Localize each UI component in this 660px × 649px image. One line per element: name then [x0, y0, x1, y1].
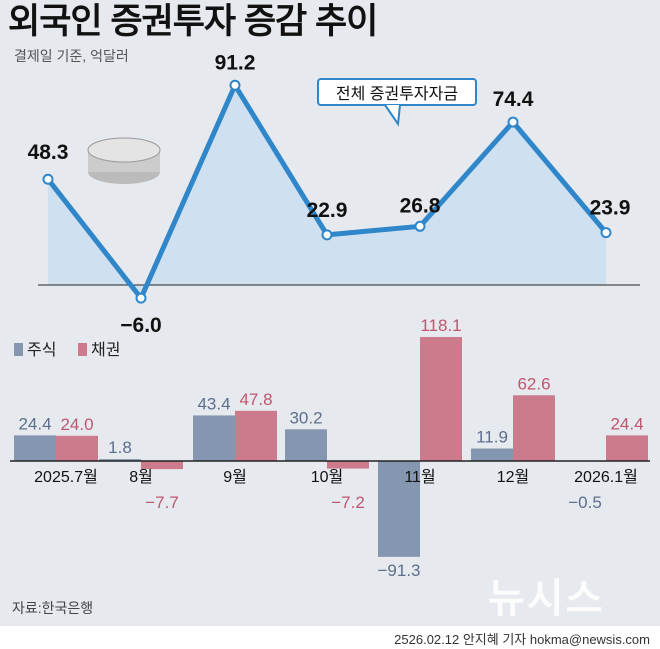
bar-data-label: 24.4 [610, 414, 643, 433]
bar-data-label: 1.8 [108, 438, 132, 457]
line-point [42, 173, 54, 185]
line-data-label: 23.9 [590, 197, 631, 220]
bar-data-label: 118.1 [420, 316, 461, 335]
chart-subtitle: 결제일 기준, 억달러 [14, 48, 129, 64]
bar-data-label: 62.6 [517, 374, 550, 393]
bar-bonds [513, 395, 555, 461]
bar-bonds [327, 461, 369, 469]
line-data-label: 26.8 [400, 194, 441, 217]
line-data-label: 91.2 [215, 51, 256, 74]
bar-data-label: −0.5 [568, 493, 602, 512]
bar-data-label: −7.2 [331, 493, 365, 512]
bar-data-label: 43.4 [197, 394, 230, 413]
bar-bonds [420, 336, 462, 461]
bar-data-label: −7.7 [145, 493, 179, 512]
coin-stack-icon-top [87, 137, 161, 163]
footer: 2526.02.12 안지혜 기자 hokma@newsis.com [0, 626, 660, 649]
bar-data-label: 30.2 [289, 408, 322, 427]
chart-title: 외국인 증권투자 증감 추이 [8, 2, 378, 41]
x-tick-label: 2026.1월 [574, 468, 638, 486]
source-note: 자료:한국은행 [12, 600, 94, 616]
line-point [135, 292, 147, 304]
bar-bonds [141, 461, 183, 470]
annotation-pointer [384, 104, 401, 127]
bar-stocks [14, 435, 56, 461]
line-data-label: 22.9 [307, 199, 348, 222]
bar-stocks [471, 448, 513, 461]
credit: 2526.02.12 안지혜 기자 hokma@newsis.com [394, 632, 650, 647]
bar-stocks [378, 461, 420, 557]
bar-stocks [193, 415, 235, 461]
x-tick-label: 8월 [129, 468, 153, 486]
line-data-label: 48.3 [28, 141, 69, 164]
line-point [600, 227, 612, 239]
bar-bonds [606, 435, 648, 461]
line-point [414, 220, 426, 232]
newsis-logo: 뉴시스 [488, 577, 605, 621]
bar-data-label: 24.4 [18, 414, 51, 433]
area-fill [48, 85, 606, 299]
bar-stocks [285, 429, 327, 461]
bar-data-label: 47.8 [239, 390, 272, 409]
line-point [507, 116, 519, 128]
bar-bonds [56, 435, 98, 461]
legend-stocks-swatch [14, 343, 23, 356]
x-tick-label: 2025.7월 [34, 468, 98, 486]
legend-stocks-label: 주식 [27, 341, 56, 359]
x-tick-label: 9월 [223, 468, 247, 486]
x-tick-label: 10월 [311, 468, 344, 486]
bar-bonds [235, 410, 277, 461]
line-data-label: −6.0 [120, 314, 161, 337]
legend-bonds-swatch [78, 343, 87, 356]
annotation-label: 전체 증권투자자금 [336, 85, 458, 103]
legend-bonds-label: 채권 [91, 341, 120, 359]
bar-data-label: −91.3 [377, 561, 420, 580]
x-tick-label: 11월 [404, 468, 435, 486]
x-tick-label: 12월 [497, 468, 530, 486]
line-point [321, 229, 333, 241]
line-data-label: 74.4 [493, 88, 534, 111]
bar-data-label: 24.0 [60, 415, 93, 434]
line-point [229, 79, 241, 91]
bar-stocks [99, 459, 141, 461]
bar-data-label: 11.9 [476, 428, 508, 447]
